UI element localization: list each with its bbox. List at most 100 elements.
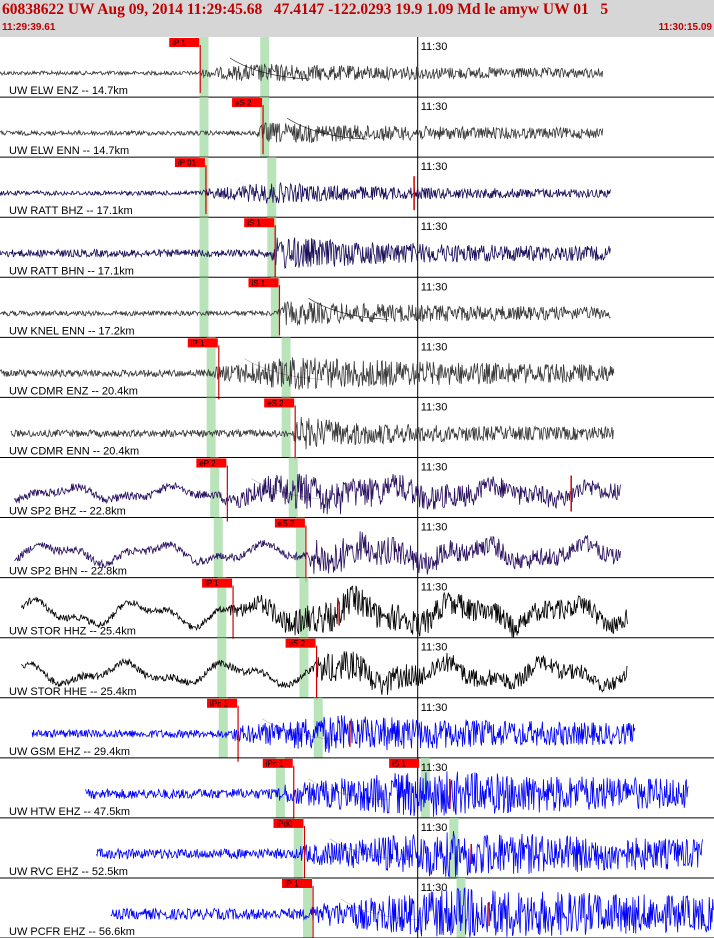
trace-row: eS 2 11:30 UW CDMR ENN -- 20.4km <box>0 397 714 460</box>
phase-pick[interactable]: iP 1 <box>187 338 220 400</box>
phase-window-band <box>217 577 227 638</box>
phase-window-band <box>293 817 303 878</box>
trace-row: iPd0 11:30 UW RVC EHZ -- 52.5km <box>0 817 714 886</box>
phase-window-band <box>218 697 228 758</box>
station-label: UW CDMR ENZ -- 20.4km <box>9 385 138 397</box>
phase-pick[interactable]: iS 1 <box>248 278 281 336</box>
pick-label: iP 1 <box>285 879 299 888</box>
phase-pick[interactable]: iP 1 <box>169 38 201 94</box>
waveform-trace <box>21 651 628 695</box>
event-header: 60838622 UW Aug 09, 2014 11:29:45.68 47.… <box>0 0 714 37</box>
time-mark-label: 11:30 <box>421 582 448 594</box>
pick-label: eS 2 <box>235 99 252 108</box>
phase-window-band <box>199 37 209 98</box>
travel-time-curve <box>340 898 421 921</box>
time-mark-label: 11:30 <box>421 41 448 53</box>
station-label: UW KNEL ENN -- 17.2km <box>9 325 135 337</box>
phase-pick[interactable]: eS 2 <box>285 638 318 700</box>
station-label: UW PCFR EHZ -- 56.6km <box>9 926 135 938</box>
phase-window-band <box>213 517 223 578</box>
phase-window-band <box>199 157 209 218</box>
trace-row: iS 1 11:30 UW RATT BHN -- 17.1km <box>0 217 714 281</box>
event-title: 60838622 UW Aug 09, 2014 11:29:45.68 47.… <box>2 1 609 18</box>
window-end-time: 11:30:15.09 <box>658 22 712 33</box>
phase-window-band <box>299 637 309 698</box>
phase-pick[interactable]: iP 01 <box>174 158 207 215</box>
phase-window-band <box>267 217 277 278</box>
station-label: UW SP2 BHN -- 22.8km <box>9 566 127 578</box>
phase-window-band <box>210 457 220 518</box>
waveform-trace <box>85 771 689 817</box>
travel-time-curve <box>286 117 368 140</box>
waveform-trace <box>0 63 604 82</box>
pick-label: iPc 1 <box>266 759 284 768</box>
time-mark-label: 11:30 <box>421 221 448 233</box>
phase-pick[interactable]: eS 2 <box>264 398 296 460</box>
travel-time-curve <box>258 598 339 620</box>
travel-time-curve <box>336 538 418 560</box>
time-mark-label: 11:30 <box>421 522 448 534</box>
phase-pick[interactable]: eP 2 <box>196 458 228 522</box>
pick-label: iPd0 <box>276 819 293 828</box>
phase-pick[interactable]: eS 2 <box>274 518 307 582</box>
waveform-trace <box>0 237 611 269</box>
phase-pick[interactable]: iS 1 <box>389 758 420 769</box>
pick-flag <box>169 38 200 47</box>
pick-flag <box>244 218 275 228</box>
pick-label: iP 01 <box>178 159 197 168</box>
trace-row: eS 2 11:30 UW ELW ENN -- 14.7km <box>0 97 714 158</box>
phase-pick[interactable]: iP 1 <box>202 578 234 639</box>
pick-label: eS 2 <box>267 399 284 408</box>
phase-window-band <box>303 877 313 938</box>
pick-label: iP 1 <box>172 39 186 48</box>
phase-window-band <box>275 757 285 818</box>
pick-flag <box>232 98 263 108</box>
pick-label: eS 2 <box>289 639 306 648</box>
phase-pick[interactable]: iPd0 <box>273 818 306 886</box>
time-mark-label: 11:30 <box>421 461 448 473</box>
phase-window-band <box>199 277 209 338</box>
phase-window-band <box>449 817 459 878</box>
phase-pick[interactable]: iPc 1 <box>262 758 295 826</box>
trace-row: iP 1 11:30 UW CDMR ENZ -- 20.4km <box>0 337 714 400</box>
time-mark-label: 11:30 <box>421 762 448 774</box>
pick-flag <box>274 518 305 528</box>
phase-pick[interactable]: iPc 1 <box>207 698 239 762</box>
pick-label: iP 1 <box>205 579 219 588</box>
time-mark-label: 11:30 <box>421 101 448 113</box>
waveform-trace <box>31 715 636 753</box>
window-start-time: 11:29:39.61 <box>2 22 56 33</box>
trace-row: iPc 1 11:30 UW GSM EHZ -- 29.4km <box>0 697 714 762</box>
waveform-trace <box>0 357 615 390</box>
pick-label: iS 1 <box>251 279 265 288</box>
time-mark-label: 11:30 <box>421 822 448 834</box>
pick-label: iP 1 <box>191 339 205 348</box>
phase-pick[interactable]: eS 2 <box>232 98 264 155</box>
trace-row: iPc 1 iS 1 11:30 UW HTW EHZ -- 47.5km <box>0 757 714 826</box>
waveform-trace <box>0 301 611 327</box>
trace-row: eP 2 11:30 UW SP2 BHZ -- 22.8km <box>0 457 714 522</box>
station-label: UW ELW ENN -- 14.7km <box>9 145 129 157</box>
seismogram-panel[interactable]: iP 1 11:30 UW ELW ENZ -- 14.7km eS 2 11:30 UW… <box>0 37 714 938</box>
station-label: UW CDMR ENN -- 20.4km <box>9 445 139 457</box>
station-label: UW RVC EHZ -- 52.5km <box>9 866 128 878</box>
trace-row: iP 1 11:30 UW STOR HHZ -- 25.4km <box>0 577 714 639</box>
station-label: UW SP2 BHZ -- 22.8km <box>9 506 126 518</box>
pick-flag <box>248 278 279 288</box>
trace-row: iP 1 11:30 UW PCFR EHZ -- 56.6km <box>0 877 714 938</box>
time-mark-label: 11:30 <box>421 401 448 413</box>
pick-label: iS 1 <box>392 759 406 768</box>
phase-window-band <box>456 877 466 938</box>
station-label: UW HTW EHZ -- 47.5km <box>9 806 130 818</box>
station-label: UW STOR HHE -- 25.4km <box>9 686 137 698</box>
phase-window-band <box>199 97 209 158</box>
phase-window-band <box>299 577 309 638</box>
time-mark-label: 11:30 <box>421 341 448 353</box>
travel-time-curve <box>308 778 389 801</box>
phase-window-band <box>270 277 280 338</box>
travel-time-curve <box>251 478 332 500</box>
phase-pick[interactable]: iS 1 <box>244 218 276 281</box>
travel-time-curve <box>329 838 410 861</box>
trace-row: eS 2 11:30 UW STOR HHE -- 25.4km <box>0 637 714 700</box>
trace-row: iP 01 11:30 UW RATT BHZ -- 17.1km <box>0 157 714 218</box>
